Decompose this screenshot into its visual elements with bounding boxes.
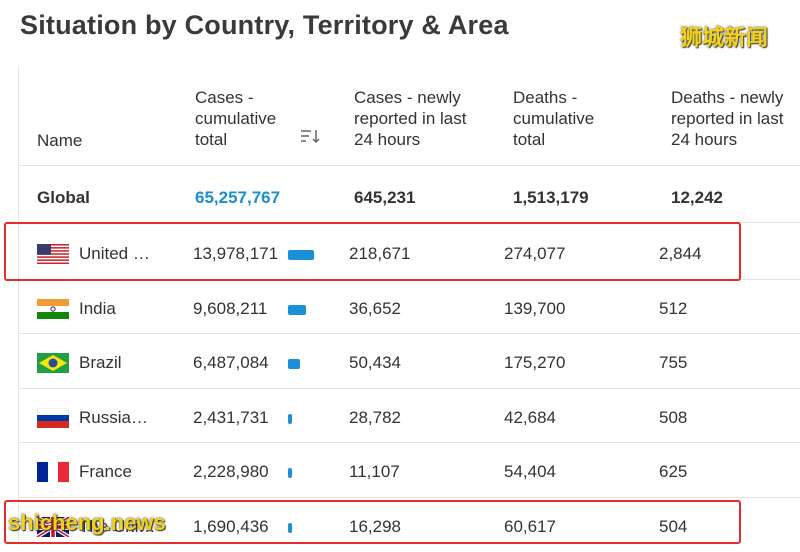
watermark: shicheng.news	[8, 510, 166, 536]
header-cases-new[interactable]: Cases - newly reported in last 24 hours	[354, 87, 466, 150]
cases-bar	[288, 305, 306, 315]
deaths-new: 512	[659, 299, 687, 319]
deaths-new: 625	[659, 462, 687, 482]
header-cases-total[interactable]: Cases - cumulative total	[195, 87, 276, 150]
cases-new: 36,652	[349, 299, 401, 319]
deaths-new: 508	[659, 408, 687, 428]
cases-total: 2,228,980	[193, 462, 269, 482]
header-deaths-total[interactable]: Deaths - cumulative total	[513, 87, 594, 150]
sort-descending-icon[interactable]	[300, 128, 320, 149]
cases-bar	[288, 468, 292, 478]
country-name[interactable]: Russia…	[79, 408, 148, 428]
global-label: Global	[37, 188, 90, 208]
row-divider	[18, 165, 800, 166]
cases-total: 9,608,211	[193, 299, 267, 319]
cases-total: 2,431,731	[193, 408, 269, 428]
brand-logo: 狮城新闻	[680, 20, 768, 52]
global-cases-total[interactable]: 65,257,767	[195, 188, 280, 208]
cases-total: 6,487,084	[193, 353, 269, 373]
cases-bar	[288, 414, 292, 424]
brazil-flag-icon	[37, 353, 69, 373]
deaths-total: 54,404	[504, 462, 556, 482]
cases-bar	[288, 359, 300, 369]
cases-new: 28,782	[349, 408, 401, 428]
cases-new: 50,434	[349, 353, 401, 373]
france-flag-icon	[37, 462, 69, 482]
global-deaths-new: 12,242	[671, 188, 723, 208]
page-title: Situation by Country, Territory & Area	[20, 10, 509, 41]
highlight-box-us	[4, 222, 741, 281]
russia-flag-icon	[37, 408, 69, 428]
header-deaths-new[interactable]: Deaths - newly reported in last 24 hours	[671, 87, 783, 150]
deaths-new: 755	[659, 353, 687, 373]
india-flag-icon	[37, 299, 69, 319]
deaths-total: 175,270	[504, 353, 565, 373]
global-deaths-total: 1,513,179	[513, 188, 589, 208]
cases-new: 11,107	[349, 462, 400, 482]
global-cases-new: 645,231	[354, 188, 415, 208]
country-name[interactable]: India	[79, 299, 116, 319]
country-name[interactable]: France	[79, 462, 132, 482]
deaths-total: 139,700	[504, 299, 565, 319]
header-name[interactable]: Name	[37, 130, 82, 151]
deaths-total: 42,684	[504, 408, 556, 428]
country-name[interactable]: Brazil	[79, 353, 122, 373]
